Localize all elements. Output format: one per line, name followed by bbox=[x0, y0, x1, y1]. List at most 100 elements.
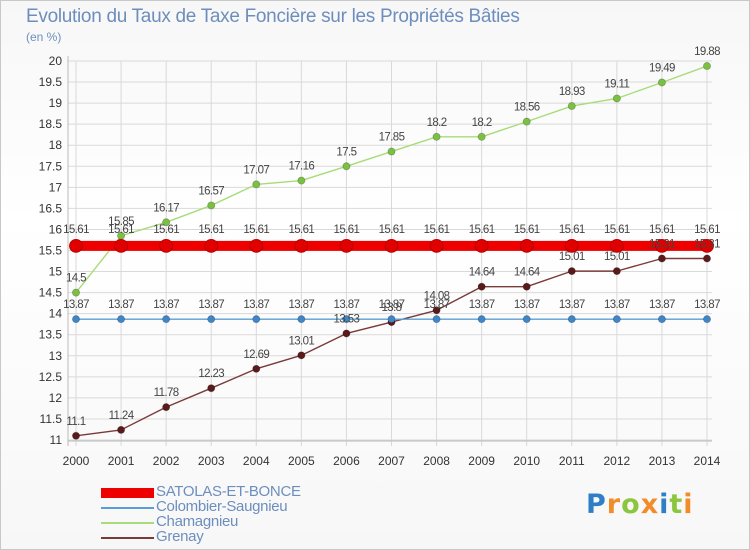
data-point bbox=[700, 238, 714, 253]
x-tick-label: 2001 bbox=[108, 454, 135, 468]
data-point bbox=[655, 238, 669, 253]
y-tick-label: 13 bbox=[49, 349, 63, 363]
data-label: 17.5 bbox=[336, 146, 356, 158]
data-label: 14.5 bbox=[66, 273, 86, 285]
data-point bbox=[519, 238, 534, 253]
y-tick-label: 13.5 bbox=[39, 328, 63, 342]
y-tick-label: 20 bbox=[49, 54, 63, 68]
data-point bbox=[114, 238, 128, 253]
data-label: 12.23 bbox=[198, 368, 224, 380]
data-point bbox=[162, 315, 171, 324]
data-label: 13.87 bbox=[288, 299, 314, 311]
y-tick-label: 17.5 bbox=[39, 159, 63, 173]
data-label: 17.85 bbox=[379, 132, 405, 144]
data-point bbox=[432, 132, 441, 141]
data-label: 13.87 bbox=[604, 299, 630, 311]
y-tick-label: 19.5 bbox=[39, 75, 63, 89]
data-label: 13.87 bbox=[559, 299, 585, 311]
data-label: 15.61 bbox=[334, 224, 360, 236]
data-label: 13.87 bbox=[379, 299, 405, 311]
data-label: 12.69 bbox=[243, 349, 269, 361]
data-label: 13.87 bbox=[63, 299, 89, 311]
data-label: 15.61 bbox=[288, 224, 314, 236]
axes: 1111.51212.51313.51414.51515.51616.51717… bbox=[39, 54, 721, 468]
data-label: 14.64 bbox=[514, 267, 541, 279]
data-label: 15.61 bbox=[379, 224, 405, 236]
data-point bbox=[249, 238, 264, 253]
y-tick-label: 17 bbox=[49, 180, 63, 194]
logo-letter: i bbox=[659, 489, 670, 520]
data-point bbox=[72, 288, 81, 297]
data-point bbox=[477, 132, 486, 141]
legend-label: Colombier-Saugnieu bbox=[156, 498, 288, 515]
data-label: 15.31 bbox=[649, 239, 675, 251]
data-label: 15.61 bbox=[649, 224, 675, 236]
data-point bbox=[703, 254, 712, 263]
y-tick-label: 12.5 bbox=[39, 370, 63, 384]
data-label: 15.61 bbox=[604, 224, 630, 236]
data-point bbox=[252, 315, 261, 324]
data-point bbox=[477, 315, 486, 324]
data-point bbox=[522, 117, 531, 126]
x-tick-label: 2014 bbox=[694, 454, 721, 468]
data-point bbox=[609, 238, 624, 253]
data-label: 18.2 bbox=[427, 117, 447, 129]
chart-unit: (en %) bbox=[26, 30, 62, 44]
data-point bbox=[567, 267, 576, 276]
data-label: 18.2 bbox=[472, 117, 492, 129]
data-label: 11.1 bbox=[66, 416, 85, 428]
legend-label: SATOLAS-ET-BONCE bbox=[156, 483, 301, 500]
data-point bbox=[703, 62, 712, 71]
data-point bbox=[297, 315, 306, 324]
data-labels: 13.87 13.87 13.87 13.87 13.87 13.87 13.87 13.87… bbox=[63, 46, 721, 428]
data-label: 19.88 bbox=[694, 46, 720, 58]
series-lines bbox=[69, 62, 714, 440]
data-point bbox=[162, 218, 171, 227]
data-label: 19.49 bbox=[649, 62, 675, 74]
data-point bbox=[342, 162, 351, 171]
data-label: 15.01 bbox=[604, 251, 630, 263]
y-tick-label: 18 bbox=[49, 138, 63, 152]
data-label: 19.11 bbox=[604, 78, 629, 90]
data-point bbox=[567, 102, 576, 111]
data-point bbox=[72, 431, 81, 440]
data-label: 11.78 bbox=[154, 387, 179, 399]
data-label: 13.87 bbox=[424, 299, 450, 311]
data-label: 15.61 bbox=[694, 224, 720, 236]
data-label: 13.87 bbox=[514, 299, 540, 311]
data-point bbox=[207, 201, 216, 210]
legend-swatch bbox=[101, 506, 154, 509]
data-point bbox=[567, 315, 576, 324]
data-point bbox=[252, 364, 261, 373]
data-point bbox=[477, 282, 486, 291]
logo-letter: t bbox=[669, 489, 684, 520]
x-tick-label: 2006 bbox=[333, 454, 360, 468]
data-point bbox=[657, 78, 666, 87]
data-label: 13.87 bbox=[243, 299, 269, 311]
data-point bbox=[69, 238, 83, 253]
proxiti-logo: Proxiti bbox=[586, 489, 694, 520]
data-point bbox=[297, 176, 306, 185]
data-label: 14.08 bbox=[424, 290, 450, 302]
data-label: 13.87 bbox=[469, 299, 495, 311]
data-point bbox=[342, 329, 351, 338]
y-tick-label: 12 bbox=[49, 391, 63, 405]
data-point bbox=[207, 384, 216, 393]
logo-letter: P bbox=[586, 489, 607, 520]
data-label: 11.24 bbox=[109, 410, 135, 422]
data-label: 13.01 bbox=[288, 335, 314, 347]
legend-label: Grenay bbox=[156, 528, 204, 545]
data-label: 18.56 bbox=[514, 102, 540, 114]
data-point bbox=[429, 238, 444, 253]
data-label: 13.87 bbox=[108, 299, 134, 311]
data-point bbox=[432, 315, 441, 324]
data-label: 15.61 bbox=[243, 224, 269, 236]
data-point bbox=[432, 306, 441, 315]
y-tick-label: 11 bbox=[50, 433, 63, 447]
data-point bbox=[117, 425, 126, 434]
data-label: 16.17 bbox=[153, 202, 179, 214]
data-point bbox=[204, 238, 219, 253]
data-point bbox=[384, 238, 399, 253]
data-label: 15.01 bbox=[559, 251, 585, 263]
